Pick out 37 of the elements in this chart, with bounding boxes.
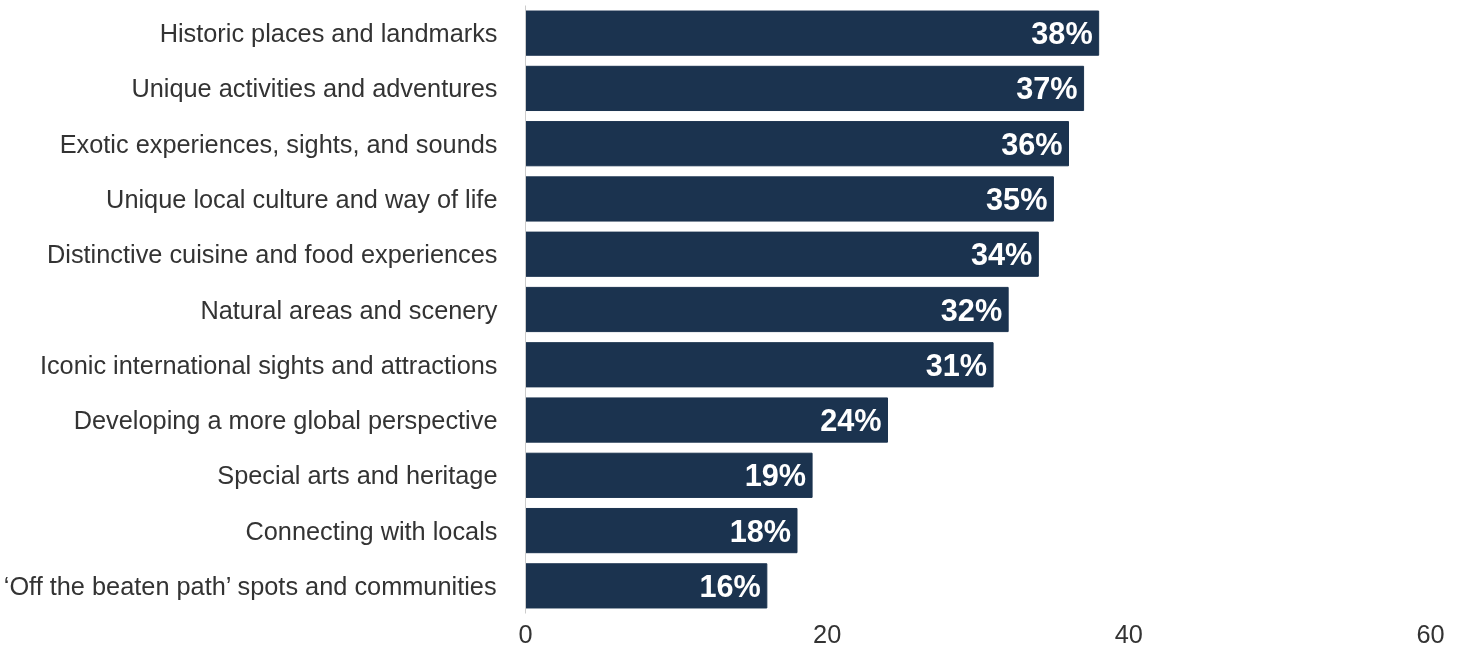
bar — [525, 507, 798, 554]
x-tick-label: 40 — [1114, 619, 1143, 648]
y-tick-label: Exotic experiences, sights, and sounds — [59, 129, 498, 158]
y-tick-label: Distinctive cuisine and food experiences — [46, 240, 498, 269]
bar — [525, 452, 813, 498]
y-tick-label: Special arts and heritage — [217, 461, 498, 490]
bar — [525, 286, 1009, 333]
bar — [525, 65, 1085, 112]
bar — [525, 121, 1069, 167]
y-tick-label: Natural areas and scenery — [200, 295, 498, 324]
data-label: 18% — [729, 513, 791, 548]
data-label: 34% — [970, 237, 1033, 272]
y-tick-label: Historic places and landmarks — [159, 19, 498, 48]
bar — [525, 10, 1100, 56]
data-label: 31% — [925, 347, 988, 382]
bar — [525, 342, 994, 388]
y-tick-label: ‘Off the beaten path’ spots and communities — [3, 571, 497, 600]
y-tick-label: Unique local culture and way of life — [106, 184, 498, 213]
x-tick-label: 20 — [813, 619, 842, 648]
data-label: 35% — [986, 181, 1048, 216]
y-tick-label: Developing a more global perspective — [73, 406, 498, 435]
data-label: 36% — [1001, 126, 1063, 161]
data-label: 24% — [820, 403, 882, 438]
bar — [525, 176, 1054, 222]
bar — [525, 397, 888, 443]
y-tick-label: Iconic international sights and attractions — [39, 350, 498, 379]
x-tick-label: 60 — [1416, 619, 1445, 648]
x-tick-label: 0 — [518, 619, 533, 648]
data-label: 37% — [1016, 71, 1078, 106]
bar — [525, 563, 768, 609]
y-tick-label: Connecting with locals — [245, 516, 498, 545]
data-label: 19% — [744, 458, 807, 493]
y-tick-label: Unique activities and adventures — [131, 74, 498, 103]
data-label: 16% — [699, 568, 761, 603]
data-label: 38% — [1031, 16, 1093, 51]
bar — [525, 231, 1039, 277]
data-label: 32% — [940, 292, 1003, 327]
